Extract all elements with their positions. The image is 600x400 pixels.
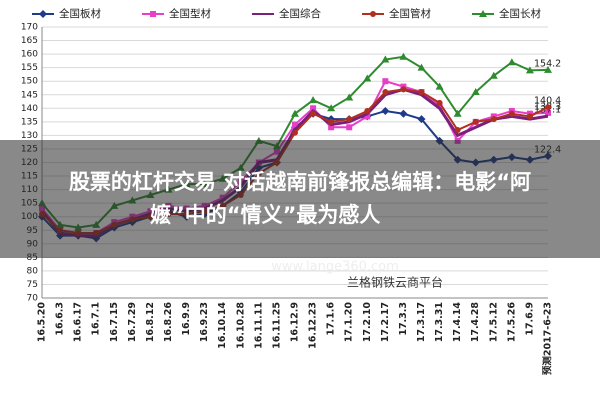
data-point xyxy=(453,109,462,117)
x-tick-label: 17.1.6 xyxy=(326,302,337,336)
x-tick-label: 预测2017-6-23 xyxy=(542,302,554,375)
x-tick-label: 17.1.20 xyxy=(344,302,355,343)
data-point xyxy=(381,55,390,63)
data-point xyxy=(525,66,534,74)
x-tick-label: 17.4.14 xyxy=(452,302,463,343)
data-point xyxy=(526,113,533,120)
data-point xyxy=(545,104,551,111)
y-tick-label: 145 xyxy=(21,90,38,100)
data-point xyxy=(381,107,390,116)
x-tick-label: 16.10.28 xyxy=(235,302,246,349)
x-tick-label: 16.7.1 xyxy=(91,302,102,336)
data-point xyxy=(417,63,426,71)
x-tick-label: 17.3.31 xyxy=(434,302,445,342)
x-tick-label: 16.11.11 xyxy=(253,302,264,349)
x-tick-label: 16.7.29 xyxy=(127,302,138,342)
watermark: www.lange360.com xyxy=(271,260,399,275)
data-point xyxy=(545,109,551,116)
data-point xyxy=(327,104,336,112)
x-tick-label: 16.9.23 xyxy=(199,302,210,342)
legend-marker xyxy=(150,11,156,17)
data-point xyxy=(544,65,552,73)
x-tick-label: 16.12.9 xyxy=(290,302,301,342)
legend-label: 全国综合 xyxy=(279,7,321,20)
data-point xyxy=(435,82,444,90)
x-tick-label: 17.2.10 xyxy=(362,302,373,343)
legend-label: 全国板材 xyxy=(59,7,101,20)
legend-label: 全国管材 xyxy=(389,7,431,20)
data-point xyxy=(418,89,425,96)
x-tick-label: 16.8.26 xyxy=(163,302,174,343)
x-tick-label: 16.11.25 xyxy=(271,302,282,349)
data-point xyxy=(328,124,335,131)
data-point xyxy=(363,74,372,82)
y-tick-label: 170 xyxy=(21,23,38,33)
data-point xyxy=(345,93,354,101)
x-tick-label: 17.5.26 xyxy=(506,302,517,343)
data-point xyxy=(507,58,516,66)
data-point xyxy=(292,121,298,128)
data-point xyxy=(471,88,480,96)
x-tick-label: 16.5.20 xyxy=(37,302,48,343)
end-label: 140.4 xyxy=(534,96,561,107)
legend-label: 全国型材 xyxy=(169,7,211,20)
data-point xyxy=(436,99,443,106)
data-point xyxy=(472,118,479,125)
y-tick-label: 155 xyxy=(21,63,38,73)
y-tick-label: 160 xyxy=(21,50,38,60)
x-tick-label: 17.6.9 xyxy=(524,302,535,336)
banner xyxy=(0,140,600,258)
y-tick-label: 80 xyxy=(27,266,39,276)
x-tick-label: 17.4.28 xyxy=(470,302,481,343)
data-point xyxy=(346,116,353,123)
data-point xyxy=(490,116,497,123)
x-tick-label: 16.10.14 xyxy=(217,302,228,349)
legend-marker xyxy=(39,10,47,18)
x-tick-label: 17.2.17 xyxy=(380,302,391,342)
data-point xyxy=(291,109,299,117)
headline: 股票的杠杆交易 对话越南前锋报总编辑：电影“阿 xyxy=(69,170,531,194)
x-tick-label: 16.7.15 xyxy=(109,302,120,342)
end-label: 154.2 xyxy=(534,58,561,69)
data-point xyxy=(309,96,318,104)
x-tick-label: 16.9.9 xyxy=(181,302,192,336)
x-tick-label: 16.6.17 xyxy=(73,302,84,342)
data-point xyxy=(382,78,389,85)
data-point xyxy=(454,126,461,133)
data-point xyxy=(382,89,389,96)
data-point xyxy=(328,118,335,125)
x-tick-label: 16.12.23 xyxy=(308,302,319,349)
y-tick-label: 150 xyxy=(21,77,38,87)
x-tick-label: 16.8.12 xyxy=(145,302,156,342)
x-tick-label: 16.6.3 xyxy=(55,302,66,336)
data-point xyxy=(310,105,317,112)
data-point xyxy=(508,110,515,117)
y-tick-label: 140 xyxy=(21,104,38,114)
data-point xyxy=(399,52,408,60)
data-point xyxy=(489,71,498,79)
x-tick-label: 17.5.12 xyxy=(488,302,499,342)
data-point xyxy=(364,113,371,120)
data-point xyxy=(417,115,426,124)
y-tick-label: 70 xyxy=(27,294,39,304)
legend-marker xyxy=(370,11,376,17)
data-point xyxy=(292,129,298,136)
legend-label: 全国长材 xyxy=(499,7,541,20)
y-tick-label: 75 xyxy=(27,280,38,290)
legend-marker xyxy=(479,10,487,17)
data-point xyxy=(399,109,408,118)
data-point xyxy=(400,86,407,93)
y-tick-label: 135 xyxy=(21,117,38,127)
y-tick-label: 130 xyxy=(21,131,38,141)
data-point xyxy=(364,108,371,115)
data-point xyxy=(346,124,353,131)
y-tick-label: 165 xyxy=(21,36,38,46)
headline: 嬷”中的“情义”最为感人 xyxy=(150,203,380,227)
platform: 兰格钢铁云商平台 xyxy=(347,275,443,290)
x-tick-label: 17.3.17 xyxy=(416,302,427,342)
data-point xyxy=(310,110,317,117)
x-tick-label: 17.3.3 xyxy=(398,302,409,336)
